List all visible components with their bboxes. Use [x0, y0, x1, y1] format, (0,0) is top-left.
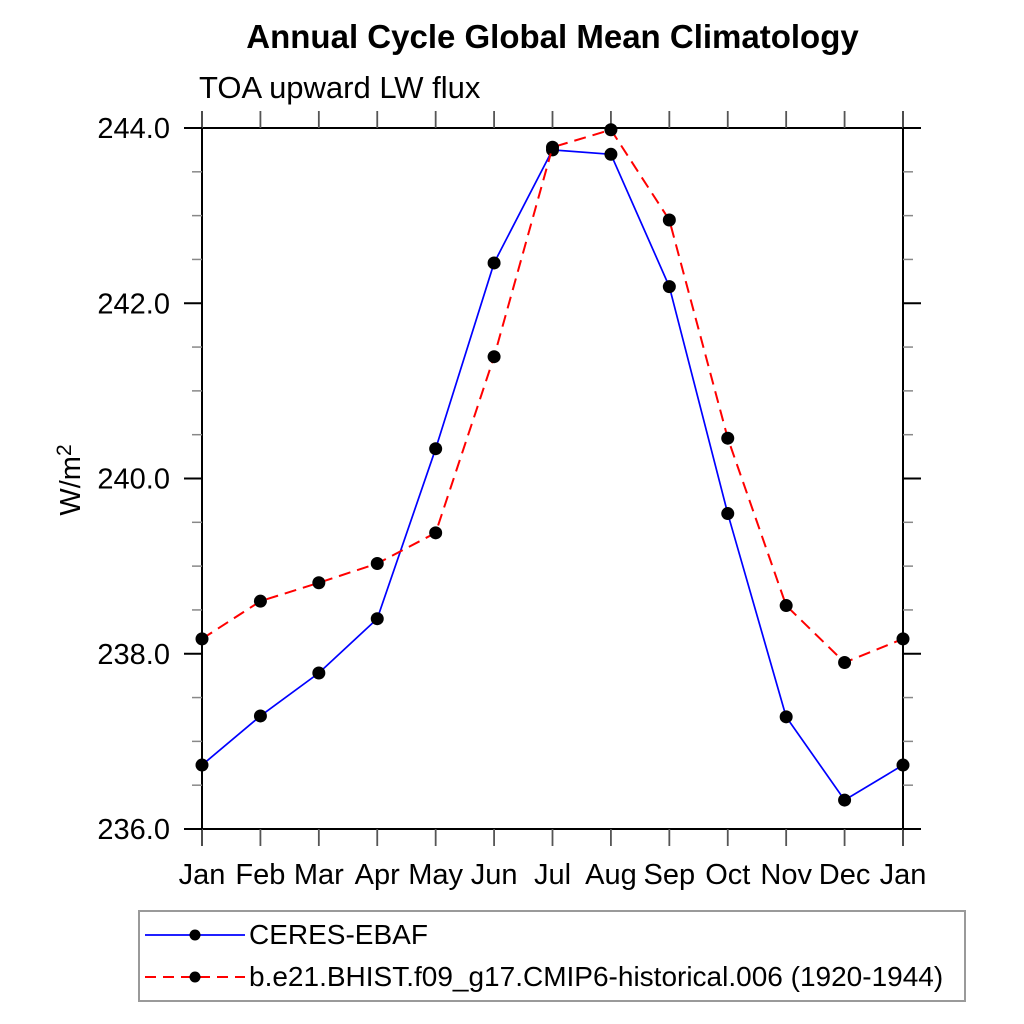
data-point-marker — [721, 507, 735, 521]
y-tick-label: 240.0 — [97, 464, 170, 496]
month-ticks — [201, 111, 904, 846]
data-point-marker — [312, 666, 326, 680]
data-point-marker — [896, 758, 910, 772]
legend-item-ceres: CERES-EBAF — [144, 914, 964, 956]
data-point-marker — [370, 556, 384, 570]
x-tick-label: May — [408, 859, 463, 891]
legend-sample-ceres — [145, 929, 245, 941]
data-point-marker — [253, 594, 267, 608]
data-point-marker — [546, 140, 559, 154]
chart-subtitle: TOA upward LW flux — [199, 70, 481, 105]
legend-label-ceres: CERES-EBAF — [249, 919, 428, 950]
data-point-marker — [779, 599, 793, 613]
legend-item-model: b.e21.BHIST.f09_g17.CMIP6-historical.006… — [144, 956, 964, 998]
x-tick-label: Jul — [534, 859, 571, 891]
y-minor-ticks — [192, 171, 913, 786]
x-tick-label: Oct — [705, 859, 750, 891]
series-model — [195, 123, 910, 670]
data-point-marker — [721, 431, 735, 445]
x-tick-label: Jan — [880, 859, 927, 891]
y-axis-label: W/m2 — [53, 444, 87, 515]
axes — [184, 111, 921, 846]
legend-marker-model-icon — [189, 971, 201, 983]
month-labels: Jan Feb Mar Apr May Jun Jul Aug Sep Oct Nov Dec Jan — [179, 859, 927, 891]
data-point-marker — [896, 632, 910, 646]
legend: CERES-EBAF b.e21.BHIST.f09_g17.CMIP6-his… — [138, 910, 966, 1002]
y-tick-label: 236.0 — [97, 814, 170, 846]
x-tick-label: Mar — [294, 859, 344, 891]
y-tick-label: 242.0 — [97, 288, 170, 320]
y-major-ticks — [184, 127, 921, 830]
y-tick-labels: 236.0 238.0 240.0 242.0 244.0 — [97, 113, 170, 846]
x-tick-label: Jan — [179, 859, 226, 891]
series-model-line — [201, 128, 904, 664]
x-tick-label: Sep — [644, 859, 696, 891]
x-tick-label: Aug — [585, 859, 637, 891]
data-point-marker — [662, 213, 676, 227]
x-tick-label: Feb — [235, 859, 285, 891]
x-tick-label: Apr — [355, 859, 400, 891]
data-point-marker — [487, 350, 501, 364]
data-point-marker — [838, 793, 852, 807]
data-point-marker — [487, 256, 501, 270]
legend-label-model: b.e21.BHIST.f09_g17.CMIP6-historical.006… — [249, 961, 944, 992]
series-ceres — [195, 143, 910, 807]
y-tick-label: 238.0 — [97, 639, 170, 671]
data-point-marker — [195, 758, 209, 772]
data-point-marker — [429, 442, 443, 456]
data-point-marker — [779, 710, 793, 724]
data-point-marker — [604, 147, 618, 161]
legend-sample-model — [145, 971, 245, 983]
series-ceres-line — [201, 149, 904, 802]
y-tick-label: 244.0 — [97, 113, 170, 145]
data-point-marker — [429, 526, 443, 540]
legend-marker-ceres-icon — [189, 929, 201, 941]
x-tick-label: Nov — [760, 859, 812, 891]
data-point-marker — [370, 612, 384, 626]
x-tick-label: Dec — [819, 859, 871, 891]
data-point-marker — [312, 576, 326, 590]
data-point-marker — [253, 709, 267, 723]
data-point-marker — [662, 280, 676, 294]
chart-title: Annual Cycle Global Mean Climatology — [246, 18, 859, 55]
x-tick-label: Jun — [471, 859, 518, 891]
data-point-marker — [838, 656, 852, 670]
data-point-marker — [604, 123, 618, 137]
data-point-marker — [195, 632, 209, 646]
